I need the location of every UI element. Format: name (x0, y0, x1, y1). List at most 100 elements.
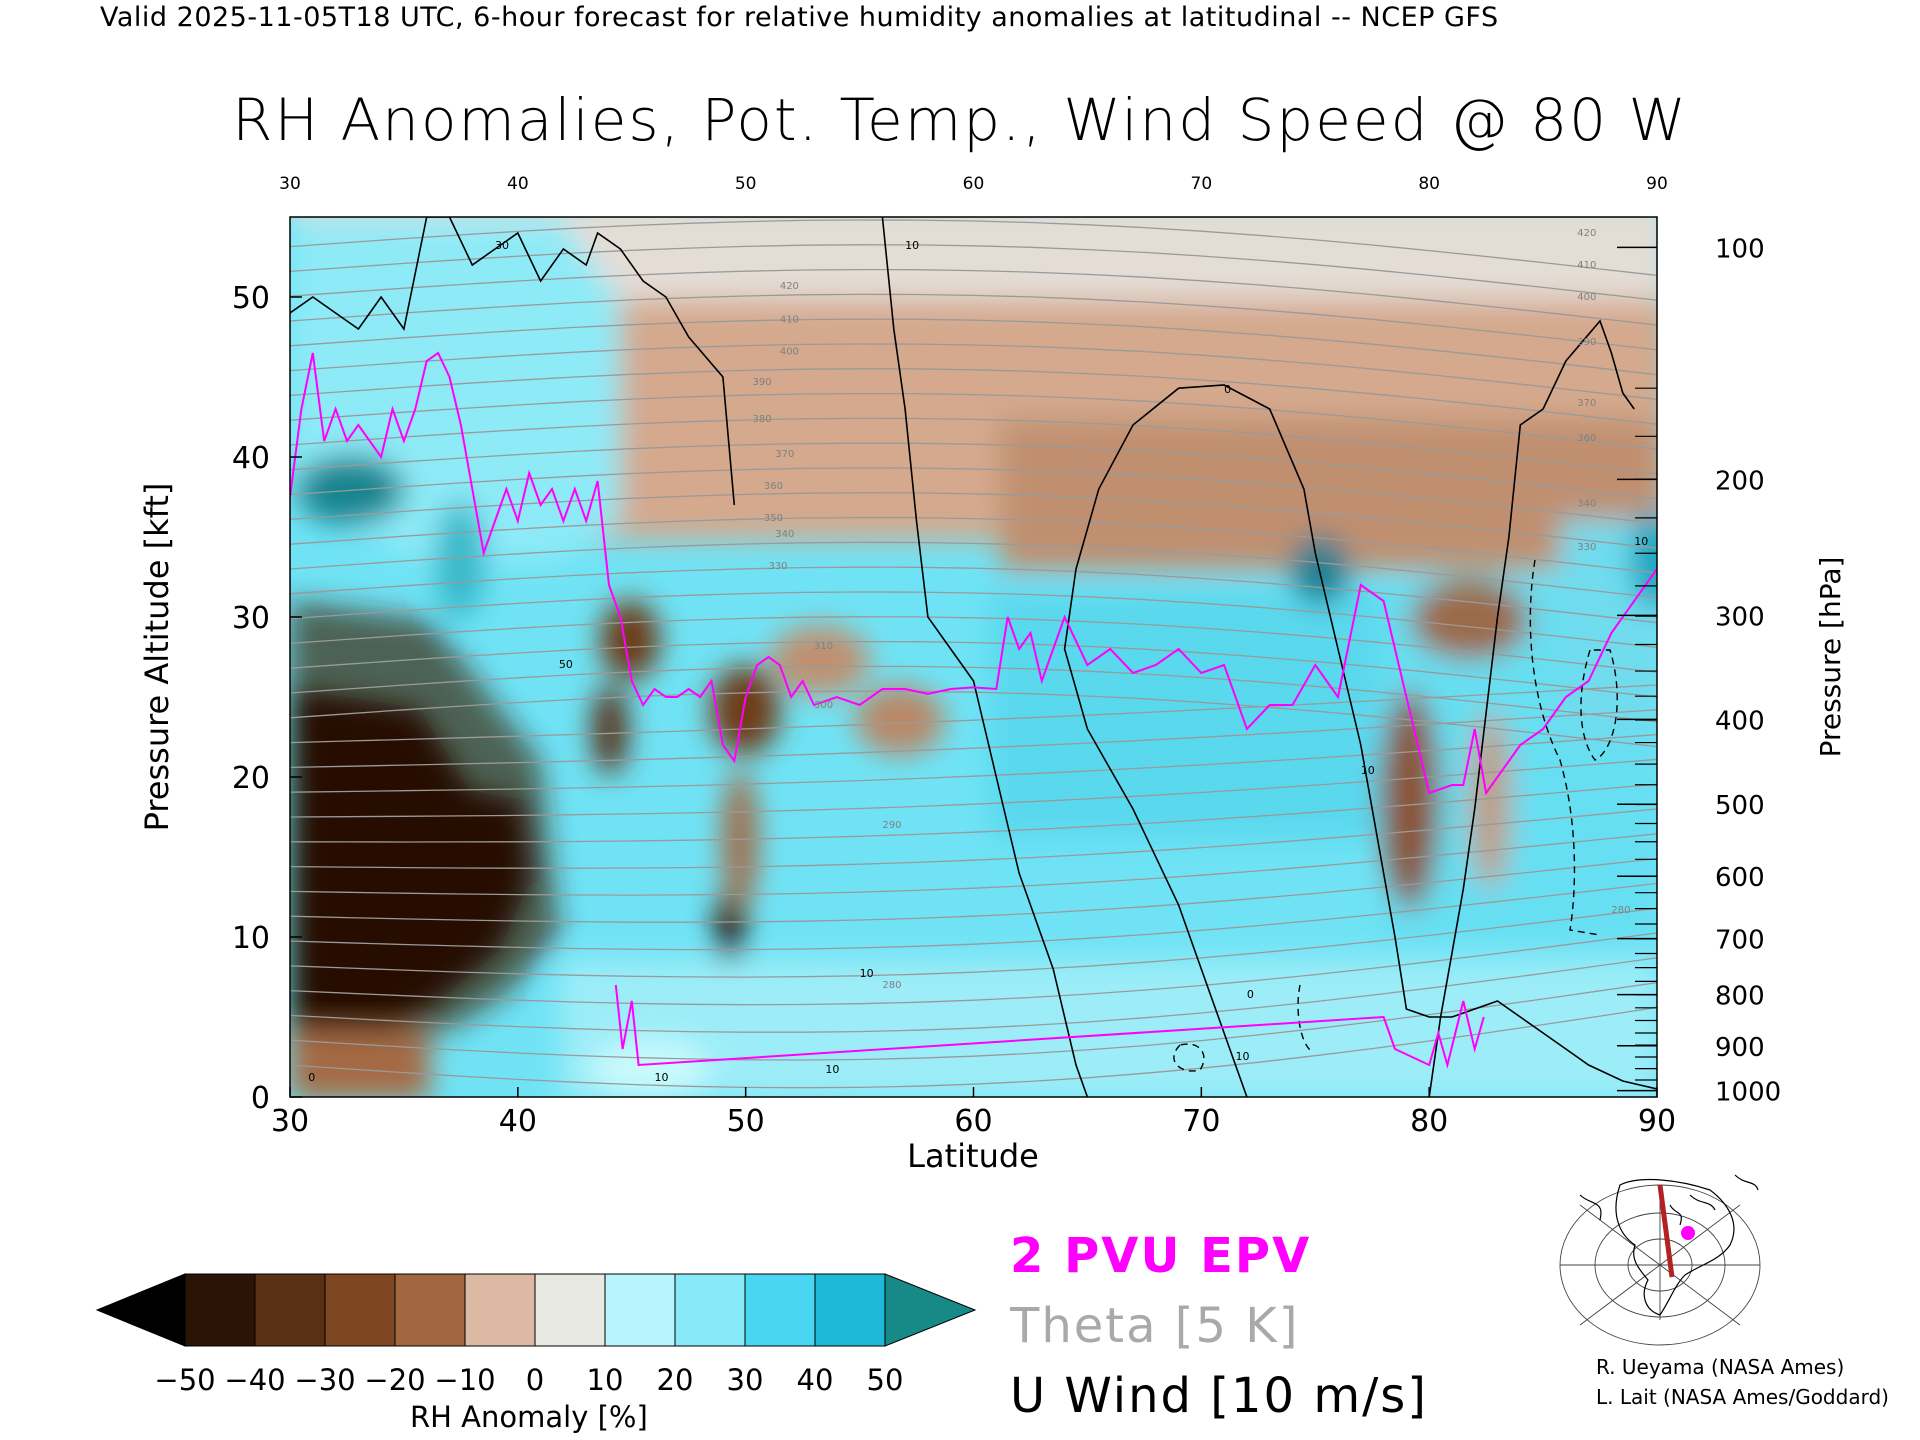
location-marker (1681, 1226, 1695, 1240)
credit-1: R. Ueyama (NASA Ames) (1596, 1355, 1845, 1379)
x-top-tick-label: 80 (1418, 174, 1440, 194)
transect-line (1657, 1184, 1675, 1278)
theta-contour-line (290, 907, 1657, 978)
theta-contour-line (290, 392, 1657, 450)
colorbar-tick-label: 10 (587, 1363, 624, 1397)
theta-label: 390 (753, 377, 772, 388)
theta-contour-line (290, 783, 1657, 843)
theta-label: 420 (780, 281, 799, 292)
wind-contour-line (1063, 384, 1657, 1097)
theta-contour-line (290, 616, 1657, 673)
pressure-tick-label: 700 (1715, 926, 1765, 956)
x-axis-top: 30 40 50 60 70 80 90 (279, 174, 1668, 194)
colorbar-tick-label: 50 (867, 1363, 904, 1397)
inset-map (1559, 1165, 1761, 1346)
epv-line-path (290, 351, 1657, 796)
wind-contour-line (1428, 319, 1635, 1097)
y-tick-label: 10 (232, 921, 270, 956)
y-axis-pressure: 100 200 300 400 500 600 700 800 900 1000 (1617, 234, 1781, 1108)
theta-contour-line (290, 957, 1657, 1033)
pressure-tick-label: 300 (1715, 602, 1765, 632)
plot-area: 4204104003903703603403304204104003903803… (290, 217, 1657, 1097)
x-axis-bottom: 30 40 50 60 70 80 90 (271, 1087, 1676, 1139)
theta-contour-line (290, 932, 1657, 1006)
colorbar-tick-label: −30 (294, 1363, 355, 1397)
x-tick-label: 80 (1410, 1104, 1448, 1139)
theta-label: 390 (1577, 337, 1596, 348)
y-axis-right-label: Pressure [hPa] (1814, 557, 1847, 758)
wind-label: 10 (1361, 764, 1375, 777)
theta-contour-line (290, 318, 1657, 376)
x-tick-label: 90 (1638, 1104, 1676, 1139)
x-top-tick-label: 30 (279, 174, 301, 194)
theta-contour-line (290, 857, 1657, 923)
theta-contour-line (290, 833, 1657, 896)
colorbar-segment (324, 1273, 396, 1347)
theta-label: 330 (1577, 542, 1596, 553)
pressure-tick-label: 800 (1715, 982, 1765, 1012)
x-top-tick-label: 70 (1191, 174, 1213, 194)
wind-label: 10 (1236, 1050, 1250, 1063)
legend-u-wind: U Wind [10 m/s] (1010, 1368, 1429, 1424)
theta-label: 330 (768, 561, 787, 572)
theta-contour-line (290, 709, 1657, 769)
wind-label: 10 (655, 1071, 669, 1084)
theta-contour-line (290, 566, 1657, 624)
credit-2: L. Lait (NASA Ames/Goddard) (1596, 1385, 1889, 1409)
theta-contour-line (290, 467, 1657, 525)
theta-label: 410 (1577, 260, 1596, 271)
theta-contour-line (290, 541, 1657, 599)
epv-surface-segment (614, 984, 1485, 1069)
colorbar-segment (534, 1273, 606, 1347)
y-tick-label: 0 (251, 1081, 270, 1116)
colorbar-segment (814, 1273, 886, 1347)
x-tick-label: 70 (1182, 1104, 1220, 1139)
colorbar-tick-label: 40 (797, 1363, 834, 1397)
wind-label: 0 (1247, 988, 1254, 1001)
wind-label: 50 (559, 658, 573, 671)
theta-contour-line (290, 758, 1657, 818)
theta-label: 290 (882, 820, 901, 831)
colorbar-tick-label: −20 (364, 1363, 425, 1397)
colorbar-segment (604, 1273, 676, 1347)
colorbar-tick-label: 0 (526, 1363, 544, 1397)
y-tick-label: 50 (232, 281, 270, 316)
colorbar-tick-label: 20 (657, 1363, 694, 1397)
colorbar-tick-label: −40 (224, 1363, 285, 1397)
wind-contours (290, 217, 1657, 1097)
colorbar-segment (674, 1273, 746, 1347)
pressure-tick-label: 500 (1715, 791, 1765, 821)
y-tick-label: 20 (232, 761, 270, 796)
theta-label: 370 (775, 449, 794, 460)
theta-label: 310 (814, 641, 833, 652)
y-tick-label: 40 (232, 441, 270, 476)
wind-label: 30 (495, 239, 509, 252)
theta-contour-line (290, 417, 1657, 475)
colorbar-label: RH Anomaly [%] (410, 1400, 648, 1434)
theta-contour-line (290, 981, 1657, 1061)
theta-contour-line (290, 591, 1657, 649)
header-valid-time: Valid 2025-11-05T18 UTC, 6-hour forecast… (100, 2, 1499, 33)
theta-contour-labels: 420 410 400 390 370 360 340 330 420 410 400 390 380 3… (753, 228, 1631, 991)
x-axis-label: Latitude (907, 1137, 1039, 1175)
theta-contour-line (290, 244, 1657, 301)
x-top-tick-label: 60 (963, 174, 985, 194)
theta-label: 360 (764, 481, 783, 492)
theta-label: 280 (1611, 905, 1630, 916)
theta-label: 360 (1577, 433, 1596, 444)
theta-label: 400 (1577, 292, 1596, 303)
wind-label: 10 (825, 1063, 839, 1076)
theta-contour-line (290, 442, 1657, 500)
colorbar-tick-label: −50 (154, 1363, 215, 1397)
theta-contour-line (290, 882, 1657, 951)
pressure-tick-label: 900 (1715, 1033, 1765, 1063)
colorbar-segment (394, 1273, 466, 1347)
y-axis-left: 0 10 20 30 40 50 (232, 281, 302, 1116)
theta-label: 280 (882, 980, 901, 991)
wind-label: 10 (860, 967, 874, 980)
colorbar-segment (184, 1273, 256, 1347)
colorbar-segment (744, 1273, 816, 1347)
pressure-tick-label: 1000 (1715, 1078, 1781, 1108)
x-tick-label: 60 (954, 1104, 992, 1139)
